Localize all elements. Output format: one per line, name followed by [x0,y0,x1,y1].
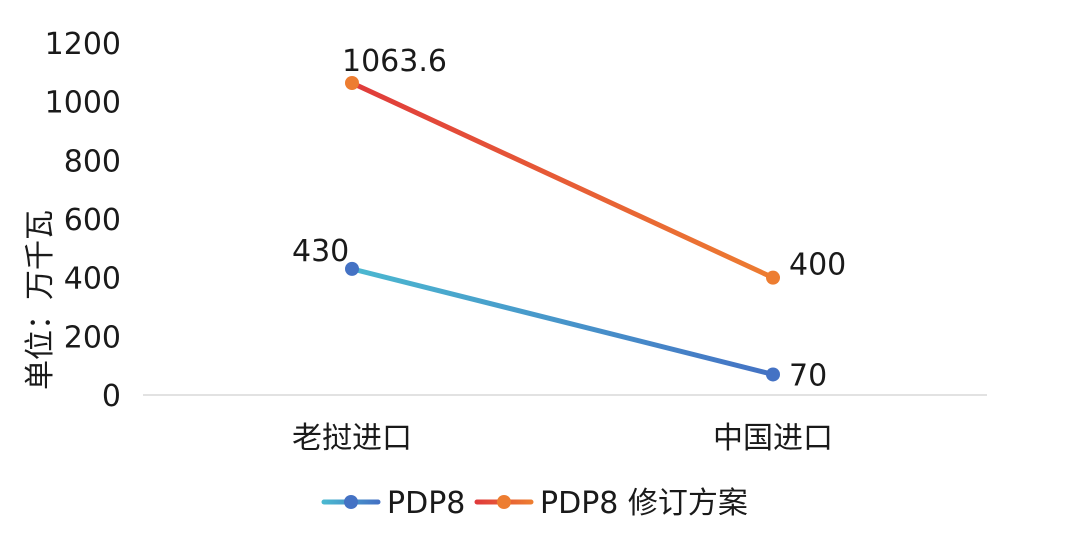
data-point [766,270,780,285]
y-tick-label: 800 [64,144,121,179]
data-label: 400 [789,248,846,283]
y-tick-label: 200 [64,320,121,355]
series-line [349,266,776,377]
y-tick-label: 1200 [45,27,121,62]
series-line [349,80,776,281]
data-labels: 430 70 1063.6 400 [292,44,846,393]
x-category-label: 老挝进口 [292,421,412,456]
data-point [345,76,359,91]
data-label: 70 [789,358,827,393]
y-tick-label: 600 [64,203,121,238]
y-tick-label: 400 [64,262,121,297]
series-markers [345,76,780,382]
data-label: 1063.6 [342,44,447,79]
legend-label: PDP8 [387,486,465,521]
legend-marker [344,495,358,509]
y-axis-title-group: 单位：万千瓦 [23,210,58,390]
y-tick-label: 1000 [45,86,121,121]
legend-label: PDP8 修订方案 [540,486,748,521]
y-axis-ticks: 0 200 400 600 800 1000 1200 [45,27,121,414]
data-point [345,261,359,276]
series-lines [349,80,776,377]
y-tick-label: 0 [102,379,121,414]
legend: PDP8 PDP8 修订方案 [321,486,748,521]
x-axis: 老挝进口 中国进口 [143,394,987,456]
x-category-label: 中国进口 [713,421,833,456]
data-point [766,367,780,382]
data-label: 430 [292,234,349,269]
legend-marker [497,495,511,509]
y-axis-title: 单位：万千瓦 [23,210,58,390]
